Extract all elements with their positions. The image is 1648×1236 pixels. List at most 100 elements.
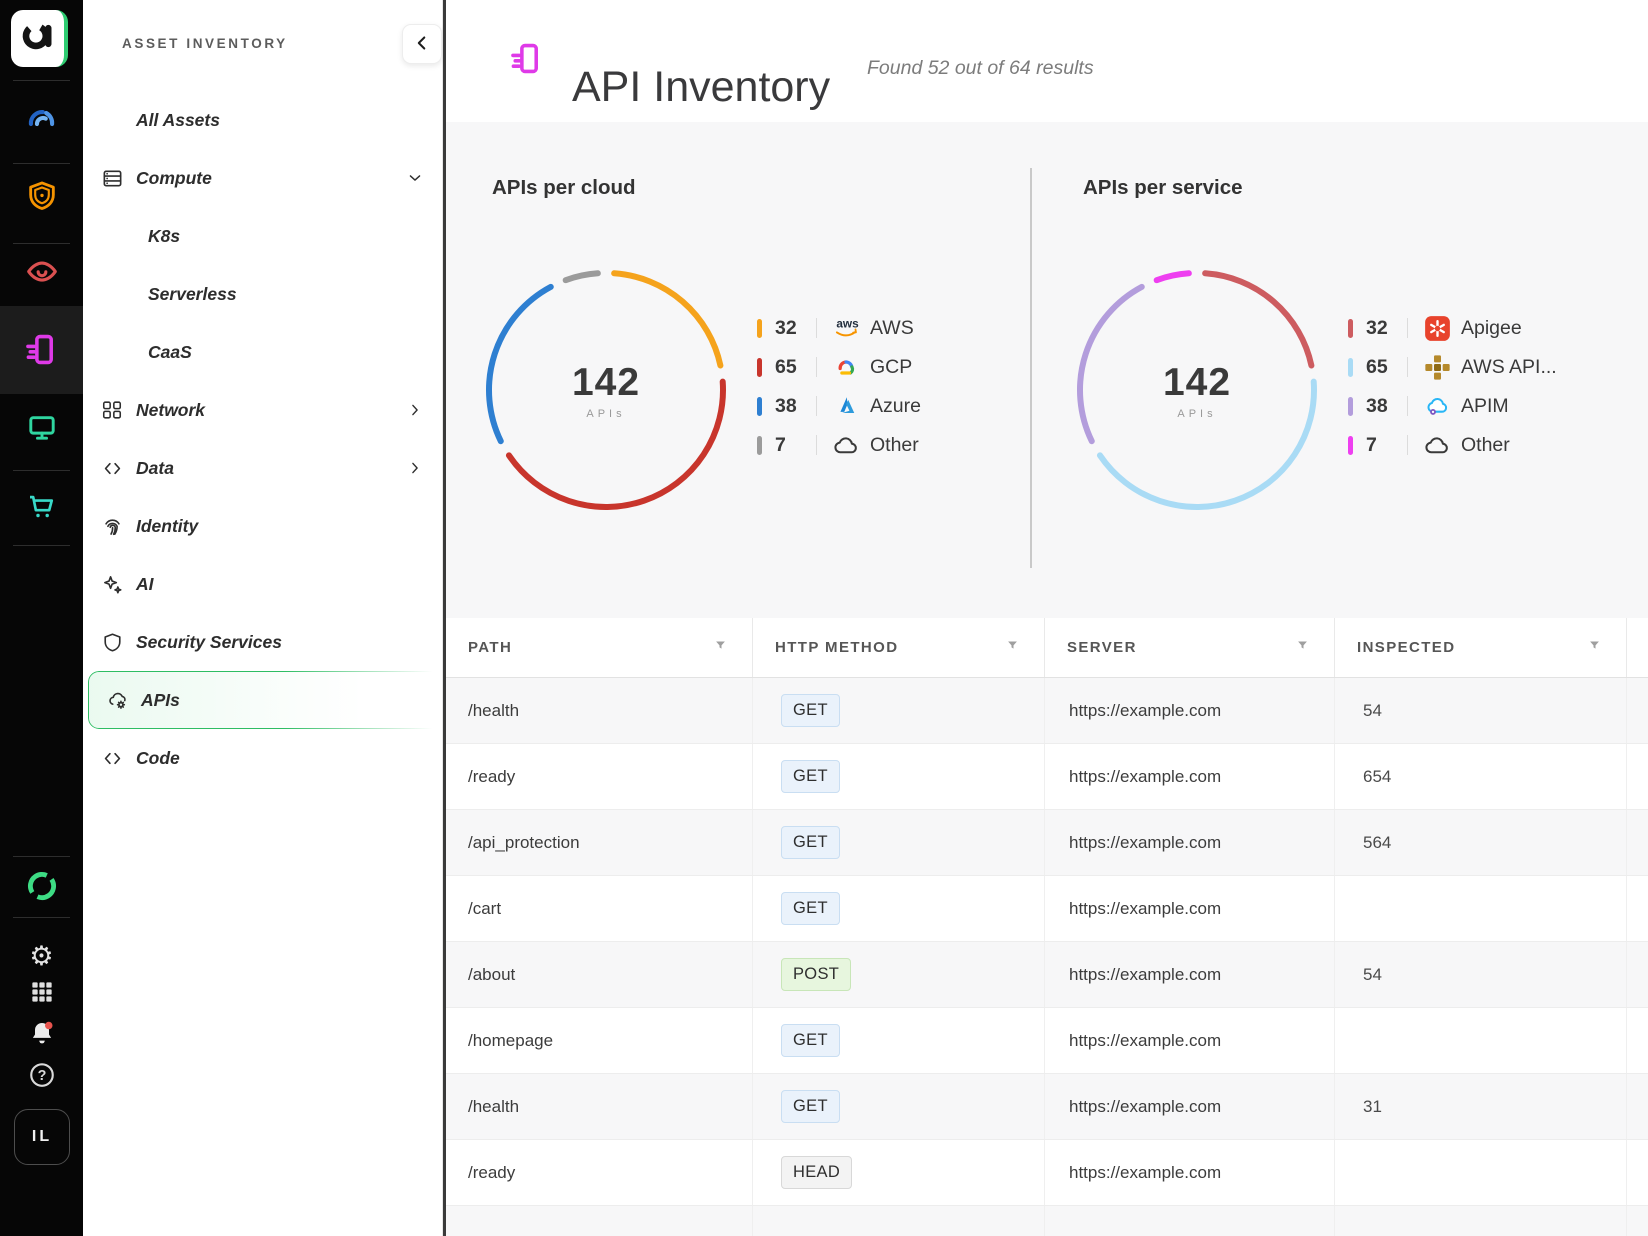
chart-apis-per-cloud: APIs per cloud 142 APIs 32awsAWS65GCP38A…: [446, 122, 1030, 618]
filter-funnel-icon[interactable]: [1295, 638, 1310, 657]
sidebar-item-k8s[interactable]: K8s: [83, 207, 443, 265]
apps-grid-icon[interactable]: [0, 979, 83, 1010]
legend-label: Other: [870, 434, 919, 457]
app-logo-icon: [20, 18, 56, 59]
endpoints-monitor-icon[interactable]: [0, 411, 83, 448]
table-row[interactable]: /cartGEThttps://example.com: [446, 876, 1648, 942]
user-initials: IL: [32, 1128, 52, 1146]
sidebar: ASSET INVENTORY All Assets ComputeK8sServ…: [83, 0, 443, 1236]
sidebar-item-code[interactable]: Code: [83, 729, 443, 787]
sidebar-collapse-button[interactable]: [402, 24, 442, 64]
api-document-icon[interactable]: [0, 331, 83, 373]
legend-value: 32: [775, 317, 809, 340]
aws-icon: aws: [832, 314, 860, 342]
chevron-right-icon[interactable]: [405, 458, 425, 478]
sidebar-item-data[interactable]: Data: [83, 439, 443, 497]
app-logo[interactable]: [11, 10, 68, 67]
api-cloud-icon: [105, 688, 129, 712]
sidebar-item-label: All Assets: [83, 110, 220, 131]
cell-path: /ready: [468, 767, 515, 787]
app-root: ⚙ ? IL ASSET INVENTORY All Assets Compute…: [0, 0, 1648, 1236]
sidebar-item-compute[interactable]: Compute: [83, 149, 443, 207]
table-row[interactable]: /aboutPOSThttps://example.com54: [446, 942, 1648, 1008]
http-method-badge: POST: [781, 958, 851, 991]
chevron-down-icon[interactable]: [405, 168, 425, 188]
table-row[interactable]: /readyGEThttps://example.com654: [446, 744, 1648, 810]
ring-logo-icon[interactable]: [0, 869, 83, 908]
sidebar-item-label: Data: [83, 458, 174, 479]
charts-panel: APIs per cloud 142 APIs 32awsAWS65GCP38A…: [446, 122, 1648, 618]
donut-segment-azure: [489, 287, 551, 441]
legend-label: Other: [1461, 434, 1510, 457]
page-header: API Inventory Found 52 out of 64 results: [446, 0, 1648, 122]
cell-server: https://example.com: [1069, 833, 1221, 853]
cell-server: https://example.com: [1069, 701, 1221, 721]
network-icon: [100, 398, 124, 422]
security-shield-icon[interactable]: [0, 179, 83, 218]
legend-separator: [1407, 318, 1408, 338]
http-method-badge: HEAD: [781, 1156, 852, 1189]
donut-segment-apim: [1080, 287, 1142, 441]
discovery-eye-icon[interactable]: [0, 254, 83, 293]
sidebar-item-identity[interactable]: Identity: [83, 497, 443, 555]
sidebar-item-ai[interactable]: AI: [83, 555, 443, 613]
filter-funnel-icon[interactable]: [713, 638, 728, 657]
table-row[interactable]: /api_protectionGEThttps://example.com564: [446, 810, 1648, 876]
sidebar-item-all-assets[interactable]: All Assets: [83, 91, 443, 149]
filter-funnel-icon[interactable]: [1005, 638, 1020, 657]
settings-gear-icon[interactable]: ⚙: [0, 941, 83, 971]
legend-separator: [1407, 435, 1408, 455]
page-title: API Inventory: [572, 63, 830, 112]
legend-value: 32: [1366, 317, 1400, 340]
table-row[interactable]: /homepageGEThttps://example.com: [446, 1008, 1648, 1074]
sidebar-scrollbar[interactable]: [443, 0, 446, 1236]
notifications-bell-icon[interactable]: [0, 1019, 83, 1054]
sidebar-title: ASSET INVENTORY: [122, 36, 288, 51]
sidebar-item-apis[interactable]: APIs: [88, 671, 443, 729]
marketplace-cart-icon[interactable]: [0, 491, 83, 528]
code-icon: [100, 746, 124, 770]
sidebar-item-security-services[interactable]: Security Services: [83, 613, 443, 671]
table-row[interactable]: /healthGEThttps://example.com54: [446, 678, 1648, 744]
apigee-icon: [1423, 314, 1451, 342]
sparkles-icon: [100, 572, 124, 596]
donut-chart: 142 APIs: [1072, 265, 1322, 515]
table-row[interactable]: /readyHEADhttps://example.com: [446, 1140, 1648, 1206]
sidebar-item-network[interactable]: Network: [83, 381, 443, 439]
legend-separator: [1407, 396, 1408, 416]
rail-divider: [13, 163, 70, 164]
rail-divider: [13, 80, 70, 81]
legend-label: Azure: [870, 395, 921, 418]
legend-item-apigee: 32 Apigee: [1348, 314, 1557, 342]
chart-legend: 32awsAWS65GCP38Azure7Other: [757, 314, 921, 470]
donut-segment-other: [566, 273, 598, 280]
cell-server: https://example.com: [1069, 767, 1221, 787]
legend-item-aws: 32awsAWS: [757, 314, 921, 342]
cell-path: /ready: [468, 1163, 515, 1183]
legend-color-bar: [757, 319, 762, 338]
cell-inspected: 31: [1363, 1097, 1382, 1117]
dashboard-gauge-icon[interactable]: [0, 102, 83, 140]
user-avatar[interactable]: IL: [14, 1109, 70, 1165]
legend-value: 65: [775, 356, 809, 379]
help-icon[interactable]: ?: [0, 1060, 83, 1095]
column-header-inspected: INSPECTED: [1335, 618, 1627, 677]
rail-divider: [13, 856, 70, 857]
chevron-right-icon[interactable]: [405, 400, 425, 420]
sidebar-item-caas[interactable]: CaaS: [83, 323, 443, 381]
table-header: PATHHTTP METHODSERVERINSPECTED: [446, 618, 1648, 678]
table-row[interactable]: /healthGEThttps://example.com31: [446, 1074, 1648, 1140]
legend-separator: [1407, 357, 1408, 377]
api-inventory-icon: [508, 40, 545, 82]
http-method-badge: GET: [781, 892, 840, 925]
chart-title: APIs per service: [1083, 176, 1243, 200]
donut-segment-apigee: [1205, 273, 1311, 365]
filter-funnel-icon[interactable]: [1587, 638, 1602, 657]
legend-label: Apigee: [1461, 317, 1522, 340]
column-label: INSPECTED: [1357, 639, 1455, 656]
column-header-http-method: HTTP METHOD: [753, 618, 1045, 677]
chart-legend: 32Apigee65AWS API...38APIM7Other: [1348, 314, 1557, 470]
sidebar-item-serverless[interactable]: Serverless: [83, 265, 443, 323]
legend-label: AWS API...: [1461, 356, 1557, 379]
legend-label: GCP: [870, 356, 912, 379]
